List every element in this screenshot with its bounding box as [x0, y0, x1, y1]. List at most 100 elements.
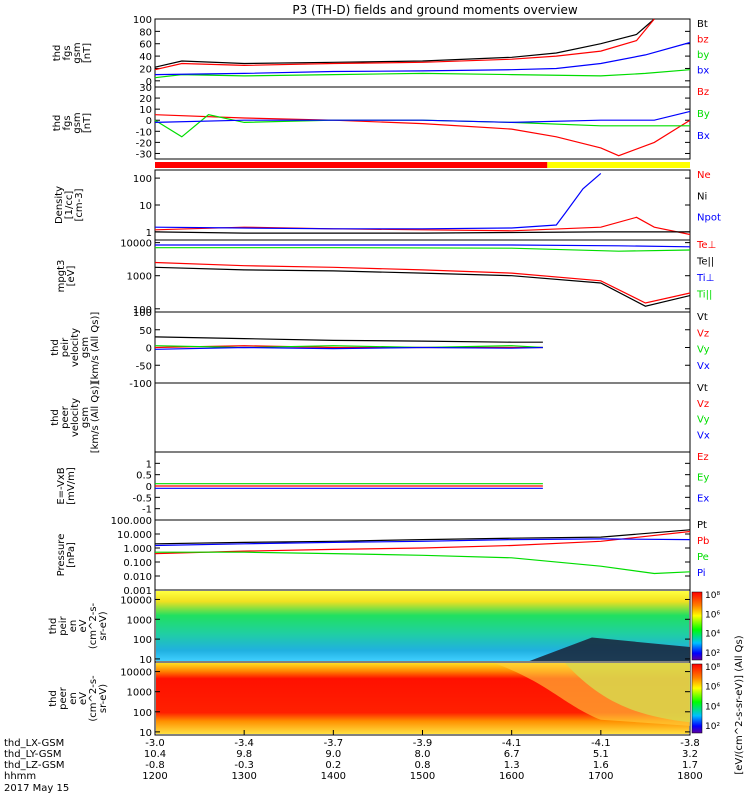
y-axis-label: fgs [62, 45, 73, 60]
x-tick-label: 5.1 [593, 749, 609, 760]
y-axis-label: thd [48, 618, 59, 635]
x-tick-label: 1.6 [593, 760, 609, 771]
y-axis-label: (cm^2-s- [88, 675, 99, 722]
spectrogram-yellow-region [493, 663, 690, 726]
panel-peir_eflux: 10⁸ 10⁶ 10⁴ 10² [eV/(cm^2-s-sr-eV)] (All Qs)… [48, 589, 745, 775]
x-tick-label: -0.3 [234, 760, 254, 771]
series-line-Te⊥ [154, 261, 691, 304]
y-tick-label: 10.000 [117, 530, 152, 541]
panel-density: 1 10 100 Density [1/cc] [cm-3] Ne Ni Npot [54, 169, 721, 241]
panel-temperature: 100 1000 10000 mpgt3 [eV] Te⊥ Te|| Ti⊥ Ti|| [56, 239, 716, 316]
x-axis: -3.010.4-0.81200-3.49.8-0.31300-3.79.00.… [4, 730, 703, 794]
y-tick-label: 60 [139, 40, 152, 51]
y-axis-label: [km/s (All Qs)] [90, 312, 101, 384]
legend-entry-Bz: Bz [697, 87, 709, 98]
legend-entry-Vz: Vz [697, 399, 709, 410]
x-tick-label: 1200 [142, 771, 167, 782]
y-tick-label: -100 [129, 379, 152, 390]
series-line-Npot [154, 172, 602, 230]
legend-entry-by: by [697, 50, 709, 61]
y-axis-label: thd [48, 690, 59, 707]
series-line-Vx [154, 346, 543, 350]
y-axis-label: E=-VxB [56, 467, 67, 504]
y-axis-label: gsm [72, 112, 83, 133]
x-tick-label: 9.8 [236, 749, 252, 760]
y-axis-label: sr-eV) [98, 684, 109, 713]
y-tick-label: -30 [136, 149, 152, 160]
x-tick-label: 1.7 [682, 760, 698, 771]
colorbar-label: [eV/(cm^2-s-sr-eV)] (All Qs) [734, 635, 745, 774]
y-axis-label: Density [54, 186, 65, 224]
colorbar-tick-label: 10⁶ [705, 683, 720, 693]
y-axis-label: peer [58, 686, 69, 710]
legend-entry-Vy: Vy [697, 345, 710, 356]
y-axis-label: peir [58, 615, 69, 635]
y-tick-label: 1 [146, 459, 152, 470]
colorbar-tick-label: 10⁸ [705, 663, 720, 673]
legend-entry-Ni: Ni [697, 191, 707, 202]
colorbar-tick-label: 10⁴ [705, 630, 720, 640]
legend-entry-Ti⊥: Ti⊥ [696, 273, 714, 284]
colorbar-tick-label: 10⁴ [705, 702, 720, 712]
y-axis-label: peer [60, 405, 71, 429]
x-tick-label: 9.0 [325, 749, 341, 760]
y-axis-label: thd [50, 409, 61, 426]
y-tick-label: 50 [139, 326, 152, 337]
series-line-Ni [154, 231, 690, 234]
series-line-Te|| [154, 266, 691, 307]
x-row-label: hhmm [4, 771, 36, 782]
legend-entry-Pb: Pb [697, 536, 709, 547]
y-axis-label: [nT] [82, 113, 93, 133]
y-axis-label: eV [78, 619, 89, 632]
panel-efield: -1-0.500.51 E=-VxB [mV/m] Ez Ey Ex [56, 451, 709, 521]
panel-frame [154, 86, 691, 160]
legend-entry-Pi: Pi [697, 568, 706, 579]
x-tick-label: 1800 [677, 771, 702, 782]
series-line-Ti⊥ [155, 244, 691, 248]
x-tick-label: -3.0 [145, 738, 165, 749]
y-tick-label: 10 [139, 201, 152, 212]
colorbar-tick-label: 10⁸ [705, 591, 720, 601]
y-axis-label: thd [52, 115, 63, 132]
panel-frame [154, 18, 691, 88]
x-tick-label: 1.3 [504, 760, 520, 771]
y-axis-label: velocity [70, 328, 81, 367]
x-tick-label: 1400 [321, 771, 346, 782]
y-axis-label: [1/cc] [64, 191, 75, 220]
y-axis-label: Pressure [56, 534, 67, 577]
series-line-Bx [154, 110, 691, 124]
legend-entry-Vt: Vt [697, 383, 708, 394]
y-axis-label: gsm [80, 337, 91, 358]
y-tick-label: 1000 [127, 615, 152, 626]
y-axis-label: [nPa] [66, 542, 77, 568]
y-tick-label: 10 [139, 655, 152, 666]
x-tick-label: 1700 [588, 771, 613, 782]
y-tick-label: -1 [142, 505, 152, 516]
y-tick-label: 100 [133, 708, 152, 719]
legend-entry-Pe: Pe [697, 552, 709, 563]
panel-pressure: 0.001 0.010 0.100 1.000 10.000 100.000 Pressur… [56, 516, 709, 597]
x-tick-label: 10.4 [144, 749, 166, 760]
y-tick-label: 1.000 [123, 544, 152, 555]
y-tick-label: 1000 [127, 688, 152, 699]
y-tick-label: 0.100 [123, 558, 152, 569]
legend-entry-Te||: Te|| [696, 257, 714, 268]
y-tick-label: 10000 [120, 239, 152, 250]
y-axis-label: velocity [70, 398, 81, 437]
series-line-Bt [154, 18, 655, 68]
spectrogram-dark-region [529, 637, 690, 661]
series-line-Pt [154, 529, 691, 545]
series-line-bx [154, 41, 691, 76]
legend-entry-bz: bz [697, 35, 709, 46]
x-tick-label: -4.1 [591, 738, 611, 749]
legend-entry-Ne: Ne [697, 170, 711, 181]
y-tick-label: 100 [133, 174, 152, 185]
panel-peer_velocity: thd peer velocity gsm [km/s (All Qs)] Vt Vz Vy V… [50, 382, 710, 454]
colorbar-tick-label: 10² [705, 649, 720, 659]
figure-title: P3 (TH-D) fields and ground moments over… [292, 3, 577, 17]
series-line-Pi [154, 538, 691, 547]
x-tick-label: -3.4 [234, 738, 254, 749]
x-tick-label: 1500 [410, 771, 435, 782]
x-tick-label: 8.0 [415, 749, 431, 760]
legend-entry-Vy: Vy [697, 415, 710, 426]
